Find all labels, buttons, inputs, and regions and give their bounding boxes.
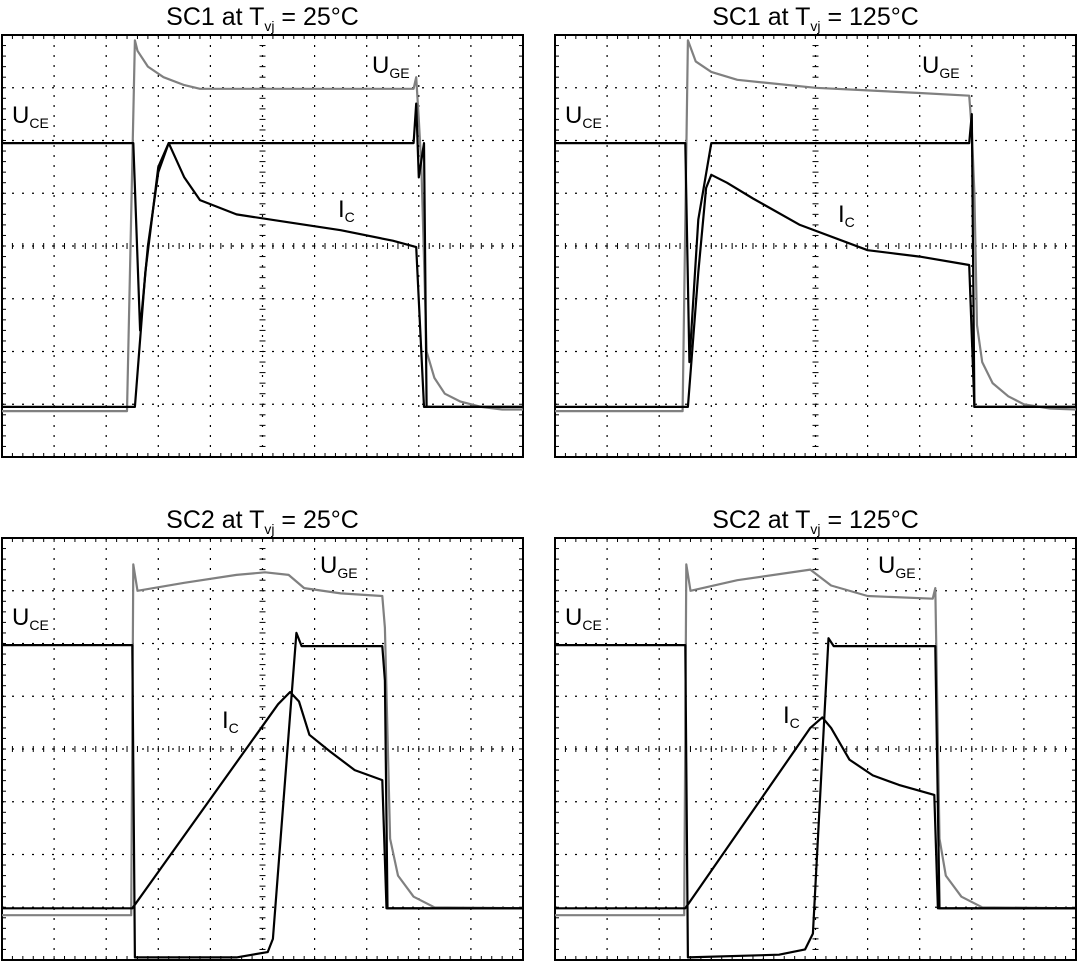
- trace: [555, 113, 1076, 408]
- series-label: IC: [838, 201, 855, 230]
- trace: [555, 173, 1076, 408]
- series-label: UGE: [878, 552, 916, 581]
- trace: [555, 39, 1077, 413]
- series-name: U: [372, 52, 389, 79]
- plot-frame: [554, 34, 1077, 458]
- series-name: U: [565, 604, 582, 631]
- title-part: SC2 at T: [166, 506, 264, 534]
- series-name: U: [922, 52, 939, 79]
- series-label: UCE: [12, 604, 49, 633]
- title-part: = 125°C: [821, 3, 919, 31]
- series-name: I: [338, 196, 345, 223]
- series-label: IC: [338, 196, 355, 225]
- chart-title: SC1 at Tvj = 125°C: [712, 3, 919, 34]
- series-name: U: [565, 102, 582, 129]
- series-name-sub: C: [229, 720, 239, 736]
- series-name-sub: CE: [582, 115, 601, 131]
- series-name-sub: CE: [29, 115, 48, 131]
- series-name: U: [12, 102, 29, 129]
- chart-title: SC1 at Tvj = 25°C: [166, 3, 359, 34]
- trace: [555, 716, 1076, 910]
- series-name: U: [320, 552, 337, 579]
- series-name: U: [878, 552, 895, 579]
- series-name-sub: GE: [939, 65, 959, 81]
- title-part: SC1 at T: [712, 3, 810, 31]
- plot-frame: [1, 537, 524, 961]
- series-name-sub: GE: [337, 565, 357, 581]
- series-label: UGE: [922, 52, 960, 81]
- series-label: UGE: [372, 52, 410, 81]
- series-label: IC: [222, 707, 239, 736]
- title-part: vj: [264, 18, 274, 34]
- series-name: I: [222, 707, 229, 734]
- title-part: SC1 at T: [166, 3, 264, 31]
- series-label: UCE: [12, 102, 49, 131]
- series-name: I: [838, 201, 845, 228]
- series-name-sub: C: [845, 214, 855, 230]
- plot-frame: [1, 34, 524, 458]
- series-name: I: [783, 702, 790, 729]
- trace: [555, 563, 1077, 917]
- trace: [2, 690, 523, 910]
- series-name: U: [12, 604, 29, 631]
- title-part: vj: [810, 18, 820, 34]
- series-label: IC: [783, 702, 800, 731]
- chart-title: SC2 at Tvj = 125°C: [712, 506, 919, 537]
- trace: [2, 563, 524, 917]
- series-label: UCE: [565, 604, 602, 633]
- series-name-sub: CE: [582, 617, 601, 633]
- plot-frame: [554, 537, 1077, 961]
- title-part: SC2 at T: [712, 506, 810, 534]
- series-name-sub: C: [790, 715, 800, 731]
- title-part: = 125°C: [821, 506, 919, 534]
- series-name-sub: GE: [895, 565, 915, 581]
- series-label: UCE: [565, 102, 602, 131]
- series-name-sub: C: [345, 209, 355, 225]
- trace: [555, 637, 1076, 959]
- title-part: = 25°C: [274, 3, 358, 31]
- series-name-sub: CE: [29, 617, 48, 633]
- title-part: vj: [810, 521, 820, 537]
- title-part: = 25°C: [274, 506, 358, 534]
- trace: [2, 142, 523, 408]
- title-part: vj: [264, 521, 274, 537]
- series-name-sub: GE: [389, 65, 409, 81]
- series-label: UGE: [320, 552, 358, 581]
- chart-title: SC2 at Tvj = 25°C: [166, 506, 359, 537]
- trace: [2, 39, 523, 413]
